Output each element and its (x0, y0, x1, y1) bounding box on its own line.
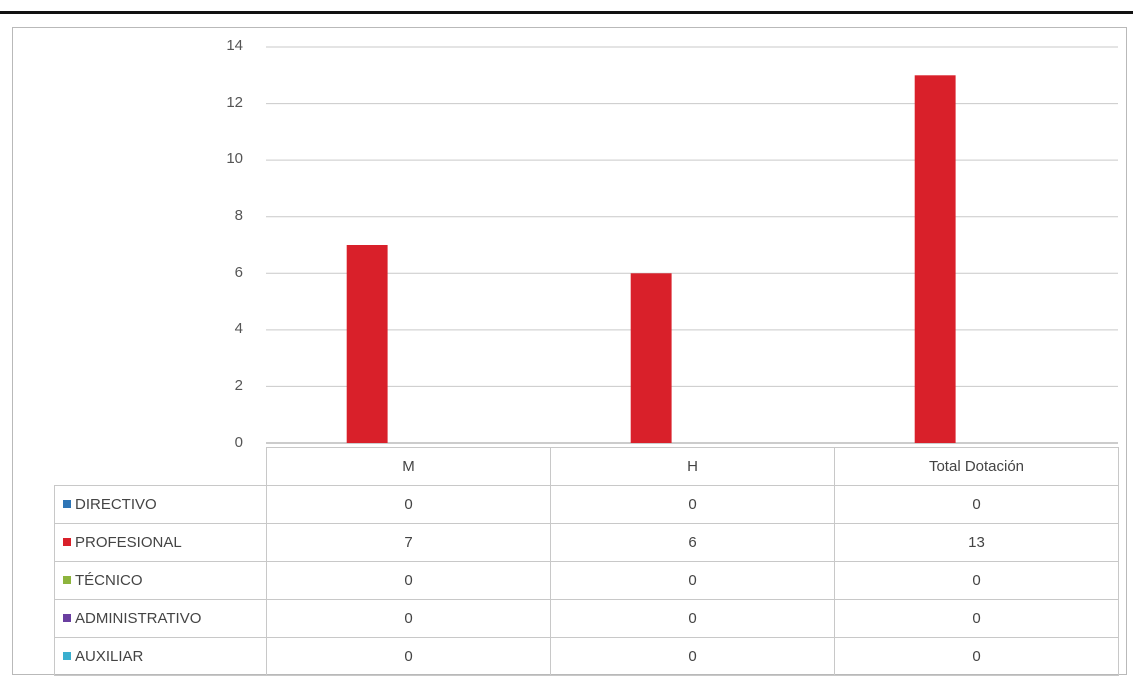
bar-profesional-0 (346, 245, 388, 443)
table-cell: 0 (834, 485, 1119, 524)
table-cell: 0 (266, 561, 551, 600)
legend-entry-tecnico: TÉCNICO (54, 561, 267, 600)
y-tick-label: 0 (234, 434, 243, 451)
chart-data-table: M H Total Dotación DIRECTIVO 0 0 0 PROFE… (54, 447, 1119, 676)
legend-label: PROFESIONAL (75, 534, 182, 551)
table-cell: 7 (266, 523, 551, 562)
legend-swatch-icon (63, 576, 71, 585)
table-cell: 0 (266, 485, 551, 524)
table-header-row: M H Total Dotación (55, 447, 1119, 486)
y-tick-label: 14 (226, 37, 243, 54)
legend-label: DIRECTIVO (75, 496, 157, 513)
legend-swatch-icon (63, 614, 71, 623)
table-row: AUXILIAR 0 0 0 (54, 637, 1119, 676)
legend-swatch-icon (63, 500, 71, 509)
y-tick-label: 8 (234, 207, 243, 224)
table-row: PROFESIONAL 7 6 13 (54, 523, 1119, 562)
legend-entry-administrativo: ADMINISTRATIVO (54, 599, 267, 638)
table-cell: 0 (550, 599, 835, 638)
table-cell: 6 (550, 523, 835, 562)
legend-entry-directivo: DIRECTIVO (54, 485, 267, 524)
y-tick-label: 6 (234, 264, 243, 281)
table-cell: 0 (834, 637, 1119, 676)
table-cell: 0 (266, 599, 551, 638)
y-tick-label: 2 (234, 377, 243, 394)
bar-profesional-1 (630, 273, 672, 443)
table-corner (55, 448, 267, 486)
y-tick-label: 12 (226, 94, 243, 111)
legend-entry-profesional: PROFESIONAL (54, 523, 267, 562)
legend-label: ADMINISTRATIVO (75, 610, 202, 627)
table-cell: 0 (834, 599, 1119, 638)
table-header-cell: H (550, 447, 835, 486)
legend-label: TÉCNICO (75, 572, 143, 589)
table-row: ADMINISTRATIVO 0 0 0 (54, 599, 1119, 638)
table-cell: 0 (550, 637, 835, 676)
y-tick-label: 10 (226, 150, 243, 167)
bar-profesional-2 (914, 75, 956, 444)
table-cell: 0 (266, 637, 551, 676)
table-row: DIRECTIVO 0 0 0 (54, 485, 1119, 524)
table-cell: 0 (550, 561, 835, 600)
table-cell: 0 (834, 561, 1119, 600)
table-cell: 0 (550, 485, 835, 524)
legend-label: AUXILIAR (75, 648, 144, 665)
y-tick-label: 4 (234, 320, 243, 337)
table-header-cell: Total Dotación (834, 447, 1119, 486)
legend-swatch-icon (63, 538, 71, 547)
table-header-cell: M (266, 447, 551, 486)
table-row: TÉCNICO 0 0 0 (54, 561, 1119, 600)
legend-entry-auxiliar: AUXILIAR (54, 637, 267, 676)
page-top-rule (0, 11, 1133, 14)
legend-swatch-icon (63, 652, 71, 661)
table-cell: 13 (834, 523, 1119, 562)
